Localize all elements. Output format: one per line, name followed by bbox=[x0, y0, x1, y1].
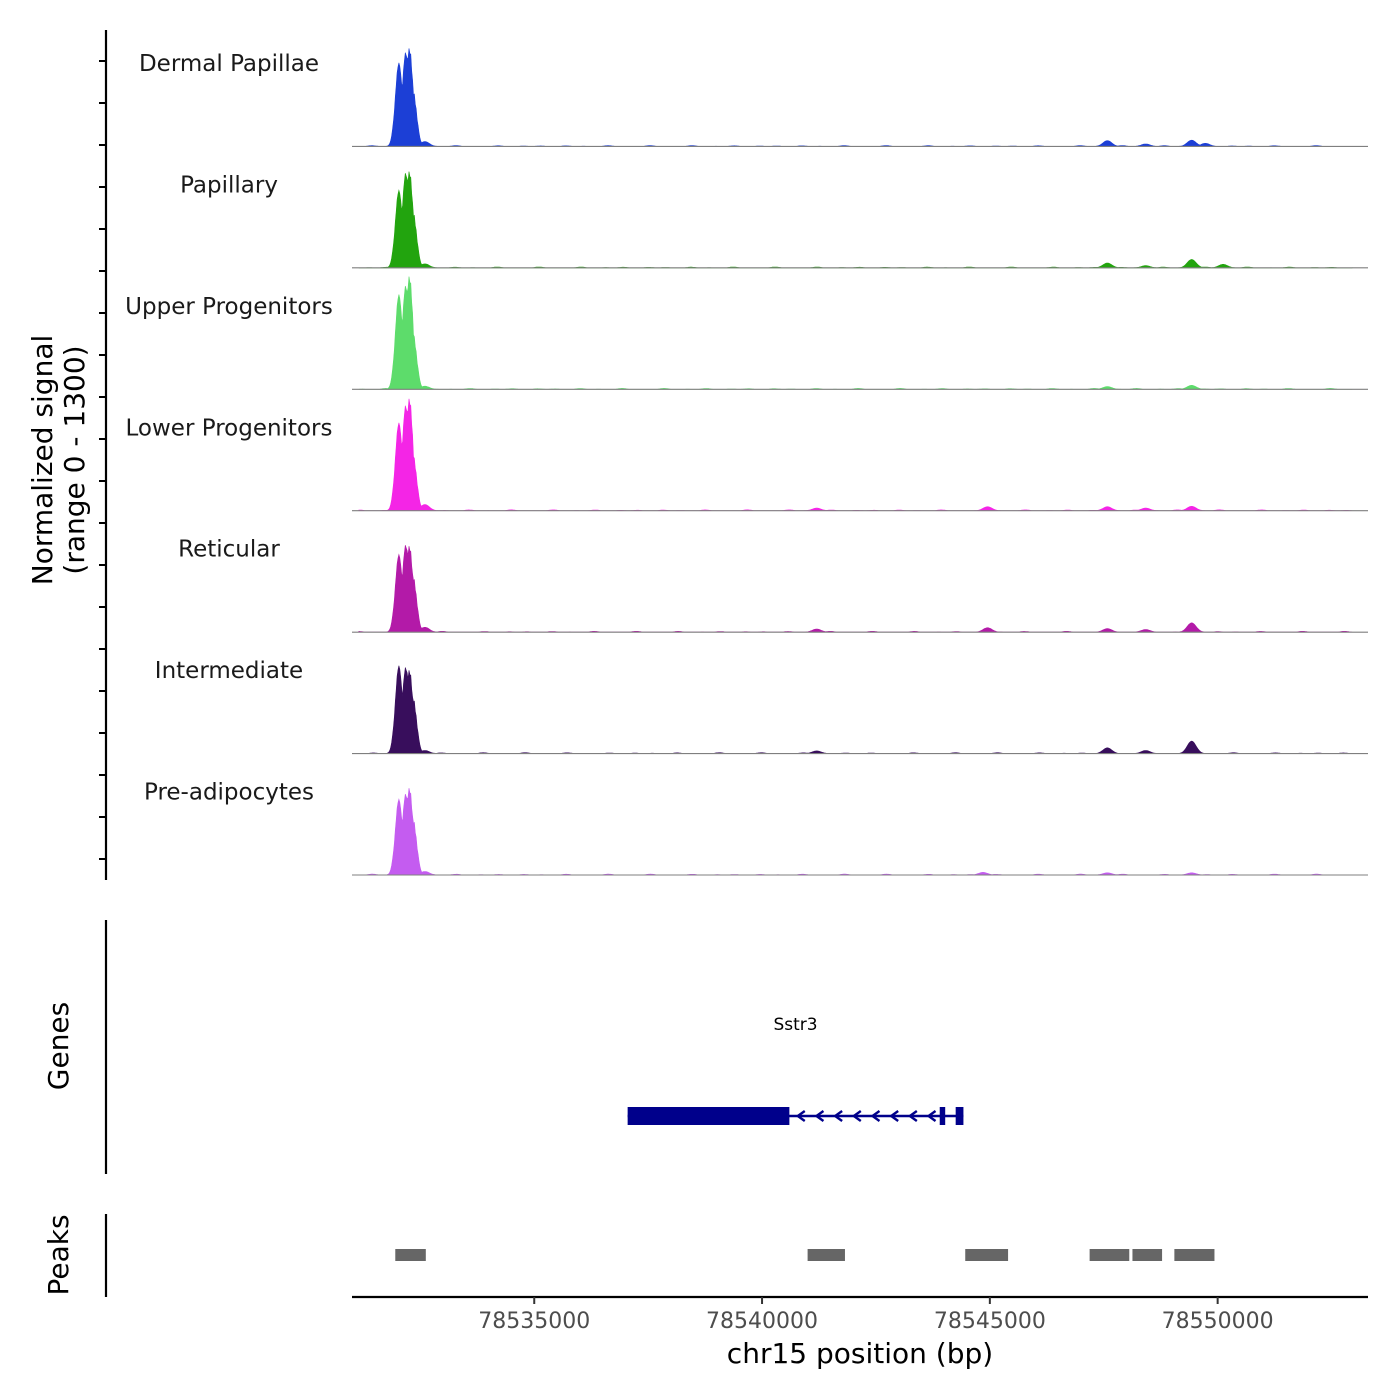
y-axis-range: (range 0 - 1300) bbox=[58, 345, 91, 574]
track-label-pre-adipocytes: Pre-adipocytes bbox=[144, 780, 314, 806]
x-tick-label: 78550000 bbox=[1162, 1309, 1274, 1334]
peaks-track-title: Peaks bbox=[42, 1214, 75, 1295]
x-axis-title: chr15 position (bp) bbox=[727, 1337, 993, 1370]
gene-strand-arrow bbox=[833, 1110, 843, 1122]
x-tick-label: 78535000 bbox=[478, 1309, 590, 1334]
gene-label: Sstr3 bbox=[773, 1015, 817, 1035]
gene-exon bbox=[955, 1107, 964, 1125]
track-labels: Dermal Papillae Papillary Upper Progenitor… bbox=[125, 51, 333, 806]
signal-area-pre-adipocytes bbox=[358, 788, 1353, 876]
signal-panel bbox=[99, 30, 1368, 880]
gene-strand-arrow bbox=[889, 1110, 899, 1122]
x-tick-label: 78540000 bbox=[706, 1309, 818, 1334]
track-label-intermediate: Intermediate bbox=[155, 658, 303, 684]
track-label-reticular: Reticular bbox=[178, 537, 280, 563]
peak-region bbox=[1132, 1249, 1163, 1261]
gene-strand-arrow bbox=[907, 1110, 918, 1122]
gene-exon bbox=[939, 1107, 946, 1125]
signal-area-reticular bbox=[358, 545, 1353, 633]
peak-region bbox=[965, 1249, 1009, 1261]
track-label-papillary: Papillary bbox=[180, 172, 278, 198]
gene-strand-arrow bbox=[870, 1110, 881, 1122]
y-axis-title: Normalized signal bbox=[26, 335, 59, 586]
signal-area-dermal-papillae bbox=[358, 48, 1353, 147]
gene-strand-arrow bbox=[851, 1110, 862, 1122]
track-label-lower-progenitors: Lower Progenitors bbox=[126, 415, 333, 441]
x-axis: 78535000 78540000 78545000 78550000 bbox=[352, 1295, 1368, 1334]
track-label-dermal-papillae: Dermal Papillae bbox=[139, 51, 319, 77]
peak-region bbox=[1089, 1249, 1130, 1261]
peaks-panel bbox=[104, 1214, 1215, 1297]
signal-area-upper-progenitors bbox=[358, 276, 1353, 390]
gene-exon bbox=[627, 1107, 790, 1125]
signal-area-papillary bbox=[358, 171, 1353, 269]
peak-region bbox=[807, 1249, 845, 1261]
peak-region bbox=[395, 1249, 426, 1261]
peak-region bbox=[1174, 1249, 1215, 1261]
genes-track-title: Genes bbox=[42, 1002, 75, 1090]
genes-panel: Sstr3 bbox=[104, 920, 964, 1174]
signal-area-intermediate bbox=[358, 665, 1353, 754]
signal-area-lower-progenitors bbox=[358, 398, 1353, 512]
gene-strand-arrow bbox=[926, 1110, 937, 1122]
gene-strand-arrow bbox=[795, 1110, 806, 1122]
x-tick-label: 78545000 bbox=[934, 1309, 1046, 1334]
track-label-upper-progenitors: Upper Progenitors bbox=[125, 294, 333, 320]
gene-strand-arrow bbox=[814, 1110, 825, 1122]
